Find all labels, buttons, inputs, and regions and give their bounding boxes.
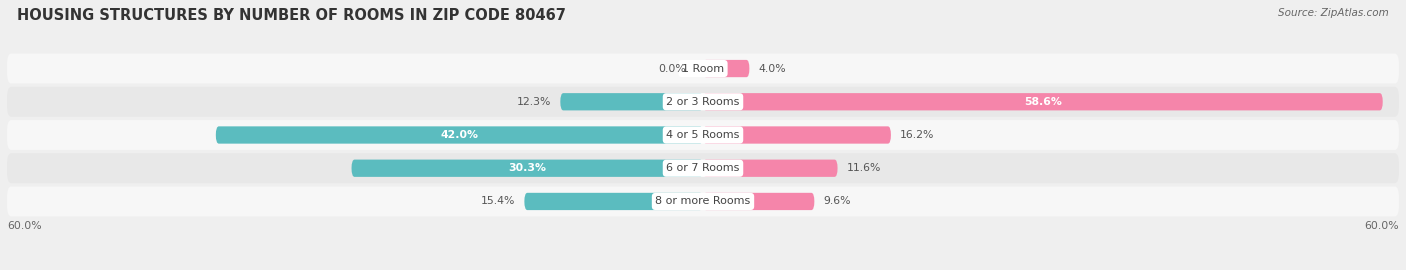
Text: 1 Room: 1 Room (682, 63, 724, 73)
Text: 4.0%: 4.0% (759, 63, 786, 73)
Text: HOUSING STRUCTURES BY NUMBER OF ROOMS IN ZIP CODE 80467: HOUSING STRUCTURES BY NUMBER OF ROOMS IN… (17, 8, 565, 23)
Text: 6 or 7 Rooms: 6 or 7 Rooms (666, 163, 740, 173)
Text: 16.2%: 16.2% (900, 130, 935, 140)
FancyBboxPatch shape (703, 126, 891, 144)
Text: 15.4%: 15.4% (481, 197, 515, 207)
Text: 12.3%: 12.3% (516, 97, 551, 107)
Text: 30.3%: 30.3% (508, 163, 547, 173)
Text: 2 or 3 Rooms: 2 or 3 Rooms (666, 97, 740, 107)
FancyBboxPatch shape (352, 160, 703, 177)
Text: 0.0%: 0.0% (658, 63, 686, 73)
FancyBboxPatch shape (217, 126, 703, 144)
FancyBboxPatch shape (7, 87, 1399, 117)
FancyBboxPatch shape (7, 153, 1399, 183)
FancyBboxPatch shape (7, 187, 1399, 217)
Text: 60.0%: 60.0% (1364, 221, 1399, 231)
FancyBboxPatch shape (561, 93, 703, 110)
FancyBboxPatch shape (703, 60, 749, 77)
Text: 60.0%: 60.0% (7, 221, 42, 231)
Text: 9.6%: 9.6% (824, 197, 851, 207)
Text: 11.6%: 11.6% (846, 163, 882, 173)
FancyBboxPatch shape (703, 160, 838, 177)
Text: 58.6%: 58.6% (1024, 97, 1062, 107)
FancyBboxPatch shape (7, 53, 1399, 83)
Text: 4 or 5 Rooms: 4 or 5 Rooms (666, 130, 740, 140)
Text: 8 or more Rooms: 8 or more Rooms (655, 197, 751, 207)
FancyBboxPatch shape (7, 120, 1399, 150)
Text: 42.0%: 42.0% (440, 130, 478, 140)
Text: Source: ZipAtlas.com: Source: ZipAtlas.com (1278, 8, 1389, 18)
FancyBboxPatch shape (524, 193, 703, 210)
FancyBboxPatch shape (703, 193, 814, 210)
FancyBboxPatch shape (703, 93, 1382, 110)
